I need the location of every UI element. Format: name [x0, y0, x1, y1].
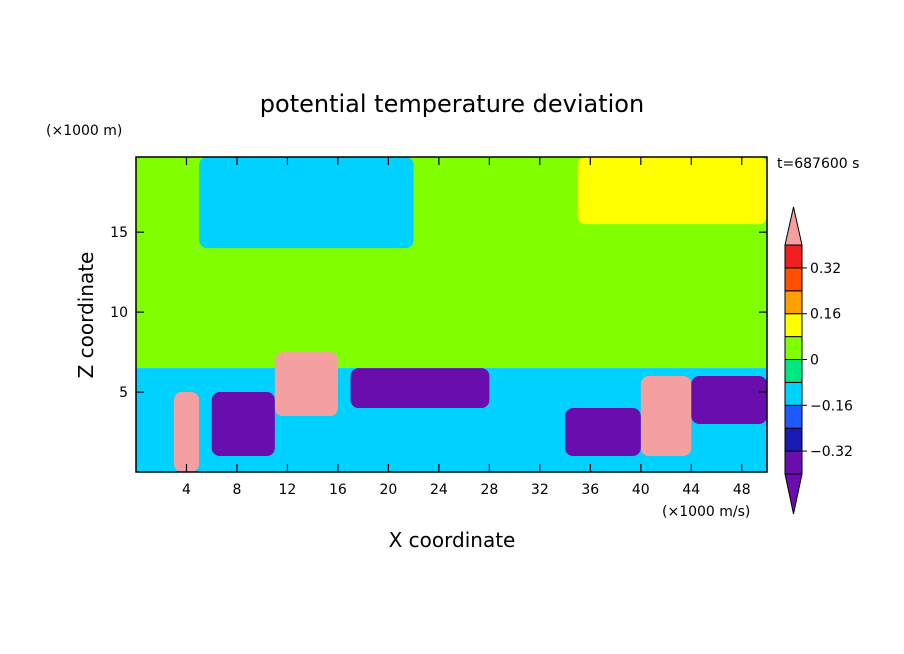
x-axis-label: X coordinate [389, 528, 516, 552]
x-tick-label: 40 [632, 482, 650, 498]
field-region-cold-pool-3 [565, 408, 641, 457]
colorbar-tick-label: −0.16 [810, 398, 853, 414]
field-region-high-anomaly-yellow [577, 157, 767, 225]
colorbar-segment [784, 450, 803, 475]
colorbar-segment [784, 336, 803, 361]
field-region-cold-pool-1 [211, 392, 275, 457]
y-unit-label: (×1000 m) [46, 123, 122, 139]
colorbar-segment [784, 267, 803, 292]
x-tick-label: 8 [232, 482, 241, 498]
colorbar: 0.32 0.16 0 −0.16 −0.32 [784, 206, 853, 515]
field-region-warm-plume-2 [274, 352, 338, 417]
colorbar-segment [784, 244, 803, 269]
colorbar-segment [784, 427, 803, 452]
colorbar-segment [784, 313, 803, 338]
x-unit-label: (×1000 m/s) [662, 504, 750, 520]
field-fill-layer [136, 157, 767, 472]
x-tick-label: 32 [531, 482, 549, 498]
x-tick-label: 16 [329, 482, 347, 498]
y-tick-label: 15 [110, 225, 128, 241]
colorbar-segment [784, 381, 803, 406]
colorbar-under-triangle [784, 473, 803, 515]
x-tick-label: 44 [682, 482, 700, 498]
x-tick-label: 36 [581, 482, 599, 498]
field-region-low-anomaly-cyan [199, 157, 414, 249]
colorbar-tick-label: −0.32 [810, 444, 853, 460]
colorbar-segment [784, 359, 803, 383]
x-tick-label: 4 [182, 482, 191, 498]
time-label: t=687600 s [777, 156, 859, 172]
colorbar-segment [784, 290, 803, 315]
chart-title: potential temperature deviation [260, 90, 644, 118]
field-region-cold-pool-2 [350, 368, 490, 409]
colorbar-tick-label: 0 [810, 353, 819, 369]
y-tick-label: 10 [110, 305, 128, 321]
y-tick-label: 5 [119, 385, 128, 401]
colorbar-over-triangle [784, 206, 803, 246]
y-axis-label: Z coordinate [74, 252, 98, 379]
field-region-cold-pool-4 [691, 376, 767, 425]
field-region-warm-plume-3 [640, 376, 692, 457]
x-tick-label: 48 [733, 482, 751, 498]
x-tick-label: 12 [279, 482, 297, 498]
x-tick-label: 24 [430, 482, 448, 498]
colorbar-segment [784, 404, 803, 429]
x-tick-label: 20 [379, 482, 397, 498]
plot-frame [135, 156, 768, 473]
colorbar-tick-label: 0.16 [810, 307, 841, 323]
x-tick-label: 28 [480, 482, 498, 498]
field-region-warm-plume-1 [173, 392, 200, 472]
colorbar-tick-label: 0.32 [810, 261, 841, 277]
